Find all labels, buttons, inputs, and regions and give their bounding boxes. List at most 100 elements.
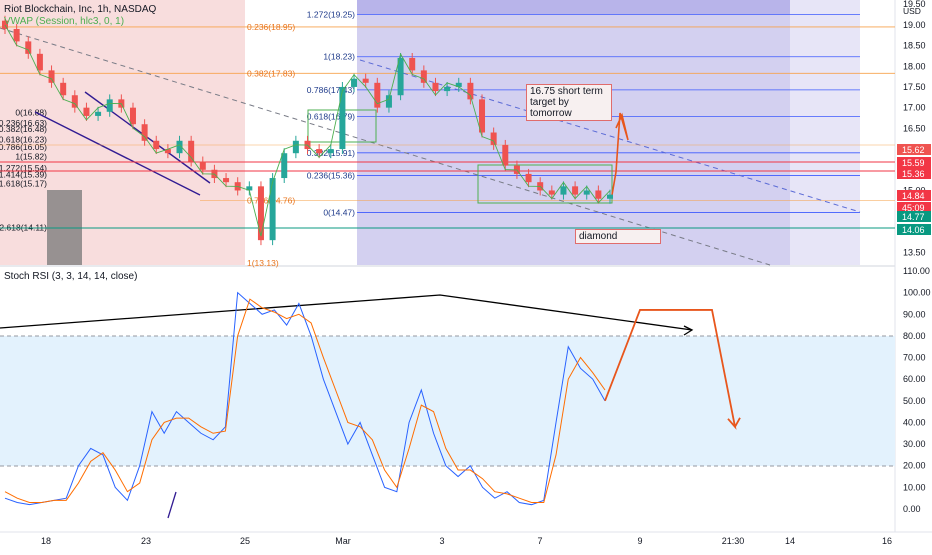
fib-label: 1.272(15.54) — [0, 163, 47, 173]
candle — [385, 90, 392, 113]
candle — [444, 81, 451, 97]
price-tag: 15.59 — [897, 157, 931, 168]
fib-label: 0.236(16.63) — [0, 118, 47, 128]
candle — [246, 181, 253, 196]
time-tick-label: 9 — [637, 536, 642, 546]
candle — [560, 181, 567, 200]
candle — [548, 185, 555, 200]
target-note[interactable]: 16.75 short term target by tomorrow — [526, 84, 612, 121]
candle — [525, 168, 532, 188]
candle — [607, 189, 613, 204]
fib-label: 0.786(17.43) — [307, 85, 355, 95]
candle — [199, 156, 206, 175]
candle — [409, 53, 416, 76]
candle — [176, 135, 183, 159]
price-tag: 14.84 — [897, 190, 931, 201]
fib-label: 1.618(15.17) — [0, 178, 47, 188]
stoch-tick-label: 50.00 — [903, 396, 926, 406]
currency-label: USD — [903, 6, 921, 16]
price-projection-arrow[interactable] — [611, 112, 629, 196]
candle — [362, 73, 369, 88]
stoch-tick-label: 70.00 — [903, 353, 926, 363]
time-tick-label: 25 — [240, 536, 250, 546]
price-tick-label: 17.00 — [903, 103, 926, 113]
fib-zone-right — [357, 0, 790, 265]
candle — [129, 102, 136, 130]
candle — [281, 148, 288, 184]
stoch-projection[interactable] — [604, 309, 741, 430]
price-tag: 15.62 — [897, 144, 931, 155]
consolidation-box-2[interactable] — [477, 164, 613, 204]
stoch-band — [0, 336, 895, 466]
stoch-tick-label: 20.00 — [903, 461, 926, 471]
price-tick-label: 18.00 — [903, 61, 926, 71]
candle — [106, 94, 113, 117]
price-tick-label: 19.00 — [903, 20, 926, 30]
time-axis: 18 23 25 Mar 3 7 9 21:30 14 16 — [41, 536, 892, 546]
fib-label: 0.382(16.48) — [0, 124, 47, 134]
price-tag: 45:09 — [897, 202, 931, 213]
candle — [595, 185, 602, 204]
svg-text:15.36: 15.36 — [902, 169, 925, 179]
candle — [83, 102, 90, 121]
candle — [2, 15, 8, 34]
time-tick-label: 23 — [141, 536, 151, 546]
candle — [95, 106, 102, 121]
stoch-small-line[interactable] — [167, 491, 177, 519]
svg-text:15.62: 15.62 — [902, 145, 925, 155]
price-tag: 15.36 — [897, 168, 931, 179]
stoch-tick-label: 80.00 — [903, 331, 926, 341]
candle — [397, 53, 404, 101]
fib-zone-right-ext — [790, 0, 860, 265]
diamond-note[interactable]: diamond — [575, 229, 661, 244]
candle — [420, 65, 427, 88]
candle — [432, 77, 439, 97]
fib-label: 1.272(19.25) — [307, 9, 355, 19]
time-tick-label: 18 — [41, 536, 51, 546]
candle — [502, 139, 509, 171]
time-tick-label: Mar — [335, 536, 351, 546]
time-tick-label: 21:30 — [722, 536, 745, 546]
stoch-tick-label: 90.00 — [903, 309, 926, 319]
price-tag: 14.06 — [897, 224, 931, 235]
candle — [374, 77, 381, 113]
candle — [188, 135, 195, 167]
candle — [60, 77, 67, 101]
stoch-title: Stoch RSI (3, 3, 14, 14, close) — [4, 271, 138, 282]
fib-zone-top-band — [357, 0, 790, 14]
candle — [572, 181, 579, 200]
stoch-tick-label: 110.00 — [903, 266, 930, 276]
candlestick-series — [2, 15, 613, 246]
candle — [164, 144, 171, 159]
candle — [153, 135, 160, 155]
fib-label: 0.618(16.79) — [307, 111, 355, 121]
fib-label: 0.236(15.36) — [307, 171, 355, 181]
price-tag: 14.77 — [897, 211, 931, 222]
candle — [490, 127, 497, 150]
fib-zone-left — [0, 0, 245, 265]
price-tick-label: 19.50 — [903, 0, 926, 9]
time-tick-label: 3 — [439, 536, 444, 546]
candle — [71, 90, 78, 113]
fib-label: 1(18.23) — [323, 52, 355, 62]
symbol-title: Riot Blockchain, Inc, 1h, NASDAQ — [4, 4, 157, 15]
candle — [48, 65, 55, 88]
fib-label: 0(16.88) — [15, 108, 47, 118]
candle — [36, 48, 43, 76]
candle — [339, 81, 346, 155]
dashed-channel-line[interactable] — [359, 59, 861, 213]
vwap-line — [4, 24, 611, 237]
stoch-k-line — [4, 291, 606, 506]
stoch-trend-line[interactable] — [0, 294, 693, 331]
fib-label: 1(15.82) — [15, 152, 47, 162]
stoch-tick-label: 10.00 — [903, 482, 926, 492]
candle — [316, 144, 323, 159]
channel-bottom[interactable] — [34, 111, 201, 196]
stoch-tick-label: 100.00 — [903, 288, 931, 298]
candle — [292, 135, 299, 159]
candle — [223, 173, 230, 188]
candle — [141, 119, 148, 146]
